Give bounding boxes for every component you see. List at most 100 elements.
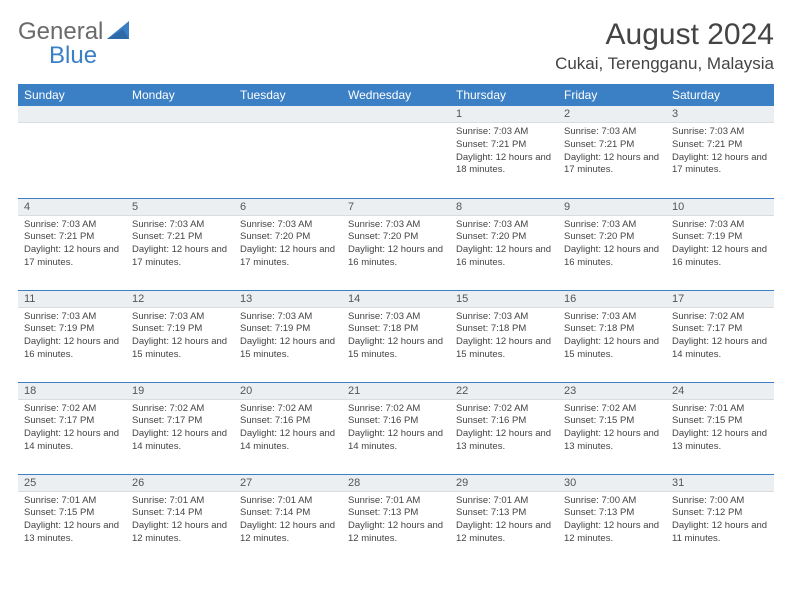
calendar-cell: 10Sunrise: 7:03 AMSunset: 7:19 PMDayligh…	[666, 198, 774, 290]
day-number: 30	[558, 475, 666, 492]
cell-line: Daylight: 12 hours and 12 minutes.	[240, 520, 336, 546]
calendar-cell: 13Sunrise: 7:03 AMSunset: 7:19 PMDayligh…	[234, 290, 342, 382]
cell-body: Sunrise: 7:02 AMSunset: 7:17 PMDaylight:…	[126, 400, 234, 458]
cell-body	[18, 123, 126, 130]
day-number: 13	[234, 291, 342, 308]
cell-line: Sunrise: 7:03 AM	[564, 126, 660, 139]
calendar-cell	[126, 106, 234, 198]
calendar-cell: 20Sunrise: 7:02 AMSunset: 7:16 PMDayligh…	[234, 382, 342, 474]
calendar-cell: 12 Sunrise: 7:03 AMSunset: 7:19 PMDayligh…	[126, 290, 234, 382]
cell-line: Sunrise: 7:01 AM	[348, 495, 444, 508]
calendar-cell: 18Sunrise: 7:02 AMSunset: 7:17 PMDayligh…	[18, 382, 126, 474]
cell-body: Sunrise: 7:03 AMSunset: 7:21 PMDaylight:…	[18, 216, 126, 274]
cell-line: Sunrise: 7:01 AM	[132, 495, 228, 508]
cell-line: Sunset: 7:21 PM	[456, 139, 552, 152]
calendar-cell: 17Sunrise: 7:02 AMSunset: 7:17 PMDayligh…	[666, 290, 774, 382]
cell-line: Sunrise: 7:03 AM	[240, 219, 336, 232]
cell-line: Daylight: 12 hours and 13 minutes.	[24, 520, 120, 546]
cell-line: Sunrise: 7:01 AM	[456, 495, 552, 508]
cell-line: Sunrise: 7:03 AM	[348, 219, 444, 232]
cell-body	[234, 123, 342, 130]
cell-body: Sunrise: 7:02 AMSunset: 7:16 PMDaylight:…	[342, 400, 450, 458]
cell-line: Sunset: 7:15 PM	[564, 415, 660, 428]
cell-body: Sunrise: 7:02 AMSunset: 7:17 PMDaylight:…	[666, 308, 774, 366]
calendar-cell: 4Sunrise: 7:03 AMSunset: 7:21 PMDaylight…	[18, 198, 126, 290]
cell-line: Sunrise: 7:03 AM	[24, 219, 120, 232]
calendar-cell	[342, 106, 450, 198]
calendar-cell: 27Sunrise: 7:01 AMSunset: 7:14 PMDayligh…	[234, 474, 342, 566]
cell-line: Sunrise: 7:02 AM	[132, 403, 228, 416]
cell-line: Daylight: 12 hours and 14 minutes.	[672, 336, 768, 362]
day-number: 2	[558, 106, 666, 123]
cell-line: Sunset: 7:21 PM	[564, 139, 660, 152]
day-number: 27	[234, 475, 342, 492]
cell-body: Sunrise: 7:03 AMSunset: 7:19 PMDaylight:…	[666, 216, 774, 274]
cell-line: Sunset: 7:17 PM	[132, 415, 228, 428]
calendar-cell: 8Sunrise: 7:03 AMSunset: 7:20 PMDaylight…	[450, 198, 558, 290]
day-number: 23	[558, 383, 666, 400]
day-number: 31	[666, 475, 774, 492]
cell-body: Sunrise: 7:00 AMSunset: 7:12 PMDaylight:…	[666, 492, 774, 550]
day-number: 20	[234, 383, 342, 400]
day-number: 25	[18, 475, 126, 492]
cell-line: Daylight: 12 hours and 17 minutes.	[240, 244, 336, 270]
cell-line: Daylight: 12 hours and 12 minutes.	[564, 520, 660, 546]
cell-line: Sunrise: 7:03 AM	[564, 311, 660, 324]
day-number: 18	[18, 383, 126, 400]
calendar-cell: 16Sunrise: 7:03 AMSunset: 7:18 PMDayligh…	[558, 290, 666, 382]
cell-line: Sunset: 7:16 PM	[240, 415, 336, 428]
cell-line: Sunrise: 7:00 AM	[672, 495, 768, 508]
day-number: 1	[450, 106, 558, 123]
cell-line: Daylight: 12 hours and 14 minutes.	[24, 428, 120, 454]
cell-line: Sunset: 7:17 PM	[24, 415, 120, 428]
cell-body: Sunrise: 7:03 AMSunset: 7:19 PMDaylight:…	[234, 308, 342, 366]
calendar-cell: 9Sunrise: 7:03 AMSunset: 7:20 PMDaylight…	[558, 198, 666, 290]
weekday-header: Friday	[558, 84, 666, 106]
cell-line: Sunrise: 7:03 AM	[672, 219, 768, 232]
cell-body: Sunrise: 7:01 AMSunset: 7:15 PMDaylight:…	[18, 492, 126, 550]
day-number: 12	[126, 291, 234, 308]
weekday-header: Saturday	[666, 84, 774, 106]
day-number	[234, 106, 342, 123]
title-block: August 2024 Cukai, Terengganu, Malaysia	[555, 18, 774, 74]
cell-line: Sunrise: 7:03 AM	[456, 311, 552, 324]
calendar-cell: 23Sunrise: 7:02 AMSunset: 7:15 PMDayligh…	[558, 382, 666, 474]
calendar-cell: 19Sunrise: 7:02 AMSunset: 7:17 PMDayligh…	[126, 382, 234, 474]
cell-line: Daylight: 12 hours and 15 minutes.	[132, 336, 228, 362]
cell-body	[126, 123, 234, 130]
weekday-header: Thursday	[450, 84, 558, 106]
cell-line: Sunset: 7:13 PM	[564, 507, 660, 520]
day-number: 7	[342, 199, 450, 216]
day-number: 21	[342, 383, 450, 400]
cell-line: Sunset: 7:19 PM	[132, 323, 228, 336]
cell-line: Daylight: 12 hours and 18 minutes.	[456, 152, 552, 178]
cell-line: Sunrise: 7:03 AM	[132, 311, 228, 324]
day-number: 8	[450, 199, 558, 216]
cell-line: Daylight: 12 hours and 12 minutes.	[456, 520, 552, 546]
day-number: 4	[18, 199, 126, 216]
cell-body: Sunrise: 7:02 AMSunset: 7:17 PMDaylight:…	[18, 400, 126, 458]
cell-line: Sunrise: 7:03 AM	[564, 219, 660, 232]
calendar-cell: 2Sunrise: 7:03 AMSunset: 7:21 PMDaylight…	[558, 106, 666, 198]
day-number: 19	[126, 383, 234, 400]
calendar-cell: 5Sunrise: 7:03 AMSunset: 7:21 PMDaylight…	[126, 198, 234, 290]
cell-line: Sunset: 7:14 PM	[132, 507, 228, 520]
cell-body: Sunrise: 7:03 AMSunset: 7:18 PMDaylight:…	[342, 308, 450, 366]
cell-line: Sunset: 7:18 PM	[564, 323, 660, 336]
calendar-week-row: 25Sunrise: 7:01 AMSunset: 7:15 PMDayligh…	[18, 474, 774, 566]
cell-body: Sunrise: 7:01 AMSunset: 7:15 PMDaylight:…	[666, 400, 774, 458]
calendar-cell: 6Sunrise: 7:03 AMSunset: 7:20 PMDaylight…	[234, 198, 342, 290]
cell-body: Sunrise: 7:03 AMSunset: 7:21 PMDaylight:…	[666, 123, 774, 181]
day-number	[342, 106, 450, 123]
cell-line: Daylight: 12 hours and 14 minutes.	[348, 428, 444, 454]
cell-line: Sunset: 7:20 PM	[564, 231, 660, 244]
cell-line: Sunrise: 7:02 AM	[348, 403, 444, 416]
day-number: 22	[450, 383, 558, 400]
cell-line: Daylight: 12 hours and 15 minutes.	[564, 336, 660, 362]
cell-body: Sunrise: 7:03 AMSunset: 7:19 PMDaylight:…	[18, 308, 126, 366]
cell-line: Daylight: 12 hours and 17 minutes.	[132, 244, 228, 270]
cell-line: Daylight: 12 hours and 16 minutes.	[456, 244, 552, 270]
day-number: 28	[342, 475, 450, 492]
weekday-header: Tuesday	[234, 84, 342, 106]
calendar-table: SundayMondayTuesdayWednesdayThursdayFrid…	[18, 84, 774, 566]
